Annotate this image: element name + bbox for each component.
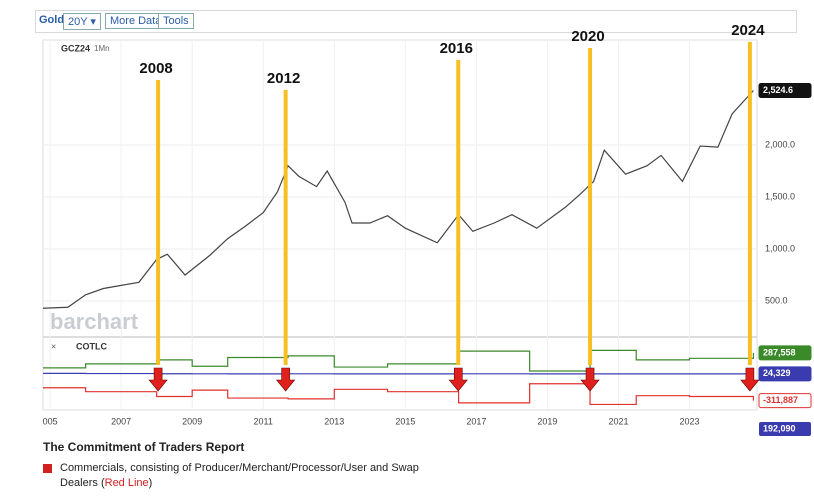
tools-button[interactable]: Tools [158,13,194,29]
symbol: Gold [39,14,65,26]
extra-badge [759,422,811,436]
annotation-label: 2012 [267,70,300,87]
cot-last: 24,329 [763,368,791,378]
y-tick-label: 2,000.0 [765,139,795,149]
y-tick-label: 500.0 [765,295,788,305]
x-tick-label: 005 [43,416,58,426]
legend-text: Commercials, consisting of Producer/Merc… [60,462,419,474]
close-icon[interactable]: × [51,341,56,351]
x-tick-label: 2017 [466,416,486,426]
price-line [42,90,754,309]
watermark: barchart [50,309,139,334]
x-tick-label: 2023 [679,416,699,426]
x-tick-label: 2011 [254,416,273,426]
down-arrow [740,367,760,392]
plot-frame [42,39,758,411]
x-tick-label: 2007 [111,416,131,426]
last-price: 2,524.6 [763,85,793,95]
cot-last: -311,887 [763,395,798,405]
x-tick-label: 2019 [537,416,557,426]
annotation-label: 2024 [731,22,765,39]
x-tick-label: 2013 [324,416,344,426]
cot-last-bg [758,393,812,409]
toolbar: Gold 20Y ▾ More Data Tools [35,10,797,33]
down-arrow [148,367,168,392]
cot-line [43,383,755,406]
price-interval: 1Mn [94,44,110,53]
footer-title: The Commitment of Traders Report [43,440,245,454]
legend-swatch [43,464,52,473]
down-arrow [275,367,296,392]
legend-red: Red Line [104,477,149,489]
down-arrow [448,367,468,392]
annotation-label: 2008 [139,60,172,77]
cot-last-bg [758,345,812,361]
y-tick-label: 1,000.0 [765,243,795,253]
last-price-bg [758,82,812,98]
legend-text: Dealers ( [60,477,105,489]
range: 20Y [68,16,88,28]
cot-last: 287,558 [763,347,796,357]
legend-text: Dealers (Red Line) [60,477,152,489]
y-tick-label: 1,500.0 [765,191,795,201]
annotation-label: 2020 [571,28,604,45]
price-symbol: GCZ24 [61,43,90,53]
extra-label: 192,090 [763,423,796,433]
down-arrow [580,367,600,392]
x-tick-label: 2021 [608,416,628,426]
range-select[interactable]: 20Y ▾ [63,13,101,30]
legend-text: ) [148,477,153,489]
chart: barchart GCZ24 1Mn × COTLC 500.0 1,000.0 1… [42,22,812,436]
cot-symbol: COTLC [76,341,107,351]
x-tick-label: 2009 [182,416,202,426]
cot-last-bg [758,366,812,382]
cot-line [43,349,755,372]
x-tick-label: 2015 [395,416,415,426]
annotation-label: 2016 [440,40,473,57]
